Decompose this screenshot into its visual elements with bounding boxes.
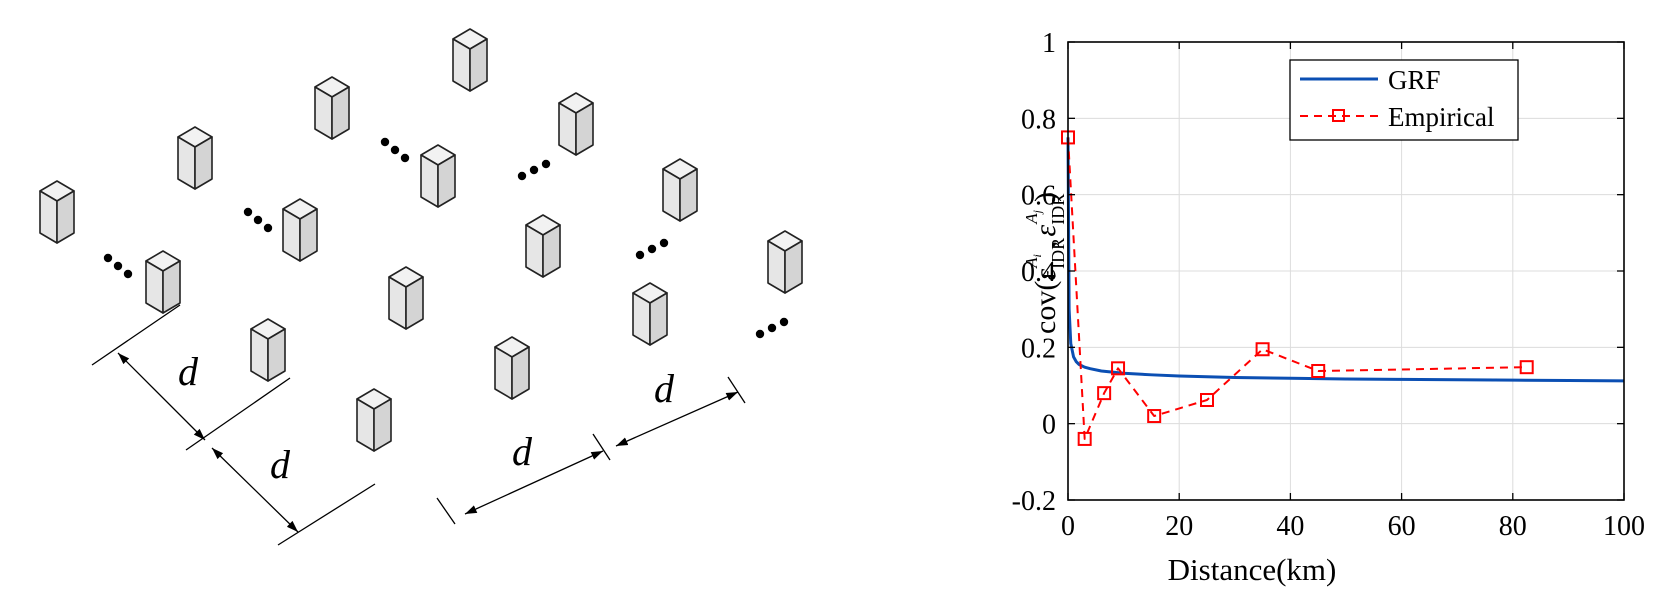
ellipsis-dots: [243, 207, 273, 233]
legend: GRF Empirical: [1289, 59, 1519, 141]
x-tick-label: 0: [1061, 511, 1075, 542]
dimension-label-d-3: d: [512, 429, 533, 474]
building-grid-diagram: d d d d: [39, 28, 803, 546]
y-tick-label: -0.2: [1012, 486, 1056, 517]
data-point-empirical: [1097, 386, 1112, 401]
chart-series: [1061, 130, 1625, 446]
series-line-empirical: [1067, 137, 1527, 440]
covariance-chart: 0 20 40 60 80 100-0.200.20.40.60.81 cov(εIDRA…: [1012, 28, 1645, 587]
y-tick-label: 0.4: [1021, 257, 1056, 288]
dimension-label-d-2: d: [270, 442, 291, 487]
building-icon: [452, 28, 488, 92]
building-icon: [494, 336, 530, 400]
building-icon: [314, 76, 350, 140]
building-icon: [525, 214, 561, 278]
y-tick-label: 0.8: [1021, 104, 1056, 135]
building-icon: [177, 126, 213, 190]
dimension-label-d-4: d: [654, 366, 675, 411]
building-icon: [145, 250, 181, 314]
building-icon: [558, 92, 594, 156]
x-tick-label: 80: [1499, 511, 1527, 542]
x-axis-title: Distance(km): [1168, 552, 1337, 587]
legend-empirical-marker: [1332, 109, 1345, 122]
data-point-empirical: [1077, 431, 1092, 446]
y-tick-label: 0: [1042, 410, 1056, 441]
building-icon: [388, 266, 424, 330]
building-icon: [39, 180, 75, 244]
building-icon: [356, 388, 392, 452]
legend-empirical-label: Empirical: [1388, 102, 1494, 132]
y-axis-title: cov(εIDRAi,εIDRAj): [1022, 192, 1068, 334]
building-icon: [767, 230, 803, 294]
ellipsis-dots: [380, 137, 410, 163]
x-tick-label: 60: [1388, 511, 1416, 542]
building-icon: [632, 282, 668, 346]
legend-grf-label: GRF: [1388, 65, 1441, 95]
data-point-empirical: [1519, 360, 1534, 375]
ellipsis-dots-group: [103, 137, 789, 339]
data-point-empirical: [1200, 393, 1214, 408]
y-tick-label: 0.2: [1021, 333, 1056, 364]
data-point-empirical: [1111, 361, 1126, 376]
ellipsis-dots: [755, 317, 789, 339]
y-tick-label: 0.6: [1021, 181, 1056, 212]
dimension-label-d-1: d: [178, 349, 199, 394]
building-icon: [250, 318, 286, 382]
dimension-lines: [91, 304, 746, 546]
x-tick-label: 100: [1603, 511, 1645, 542]
ellipsis-dots: [517, 159, 551, 181]
data-point-empirical: [1255, 342, 1270, 357]
buildings-group: [39, 28, 803, 452]
building-icon: [662, 158, 698, 222]
x-tick-label: 20: [1165, 511, 1193, 542]
building-icon: [282, 198, 318, 262]
x-tick-label: 40: [1276, 511, 1304, 542]
series-line-grf: [1066, 137, 1625, 383]
ellipsis-dots: [103, 253, 133, 279]
data-point-empirical: [1147, 409, 1162, 424]
building-icon: [420, 144, 456, 208]
data-point-empirical: [1311, 363, 1326, 378]
chart-ticks: 0 20 40 60 80 100-0.200.20.40.60.81: [1012, 28, 1645, 542]
ellipsis-dots: [635, 238, 669, 260]
y-tick-label: 1: [1042, 28, 1056, 59]
